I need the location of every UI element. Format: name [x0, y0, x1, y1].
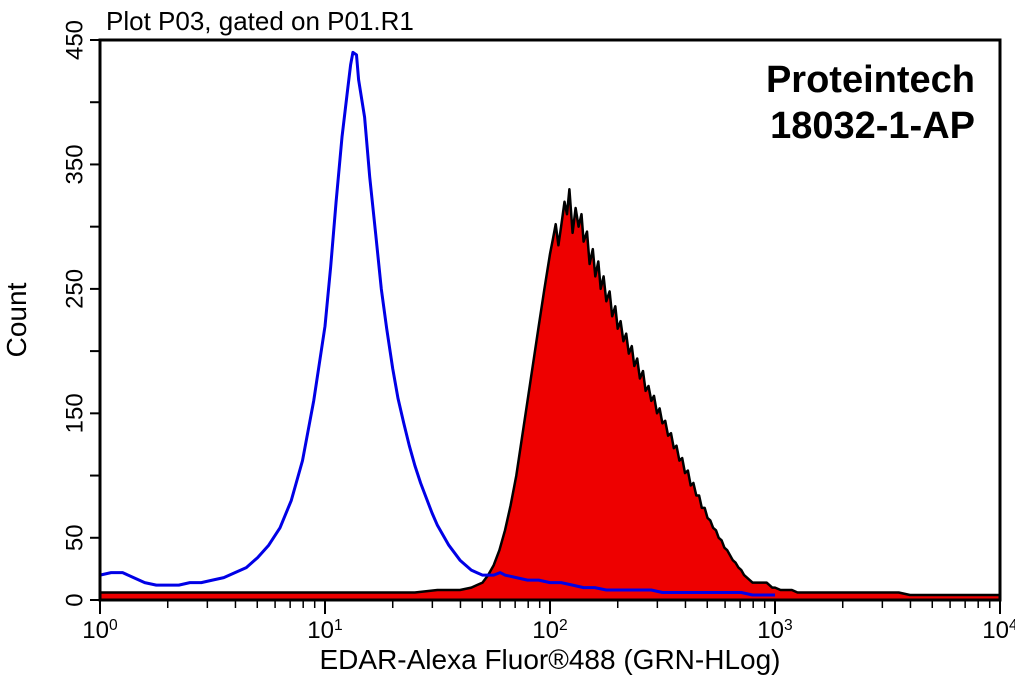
x-tick-label: 101: [307, 617, 342, 645]
y-tick-label: 50: [61, 524, 88, 551]
y-tick-label: 350: [61, 144, 88, 184]
plot-title: Plot P03, gated on P01.R1: [106, 6, 414, 36]
y-tick-label: 450: [61, 20, 88, 60]
flow-cytometry-histogram: 0 50 150 250 350 450 100 101 102 103 104 EDAR-Alexa…: [0, 0, 1015, 683]
x-tick-label: 102: [532, 617, 567, 645]
y-tick-label: 250: [61, 269, 88, 309]
x-tick-label: 103: [757, 617, 792, 645]
y-axis-label: Count: [1, 282, 32, 357]
annotation-line1: Proteintech: [766, 59, 975, 101]
x-tick-label: 100: [82, 617, 118, 645]
x-tick-label: 104: [982, 617, 1015, 645]
x-axis-label: EDAR-Alexa Fluor®488 (GRN-HLog): [320, 644, 781, 675]
annotation-line2: 18032-1-AP: [770, 105, 975, 147]
y-tick-label: 0: [61, 593, 88, 606]
y-tick-label: 150: [61, 393, 88, 433]
